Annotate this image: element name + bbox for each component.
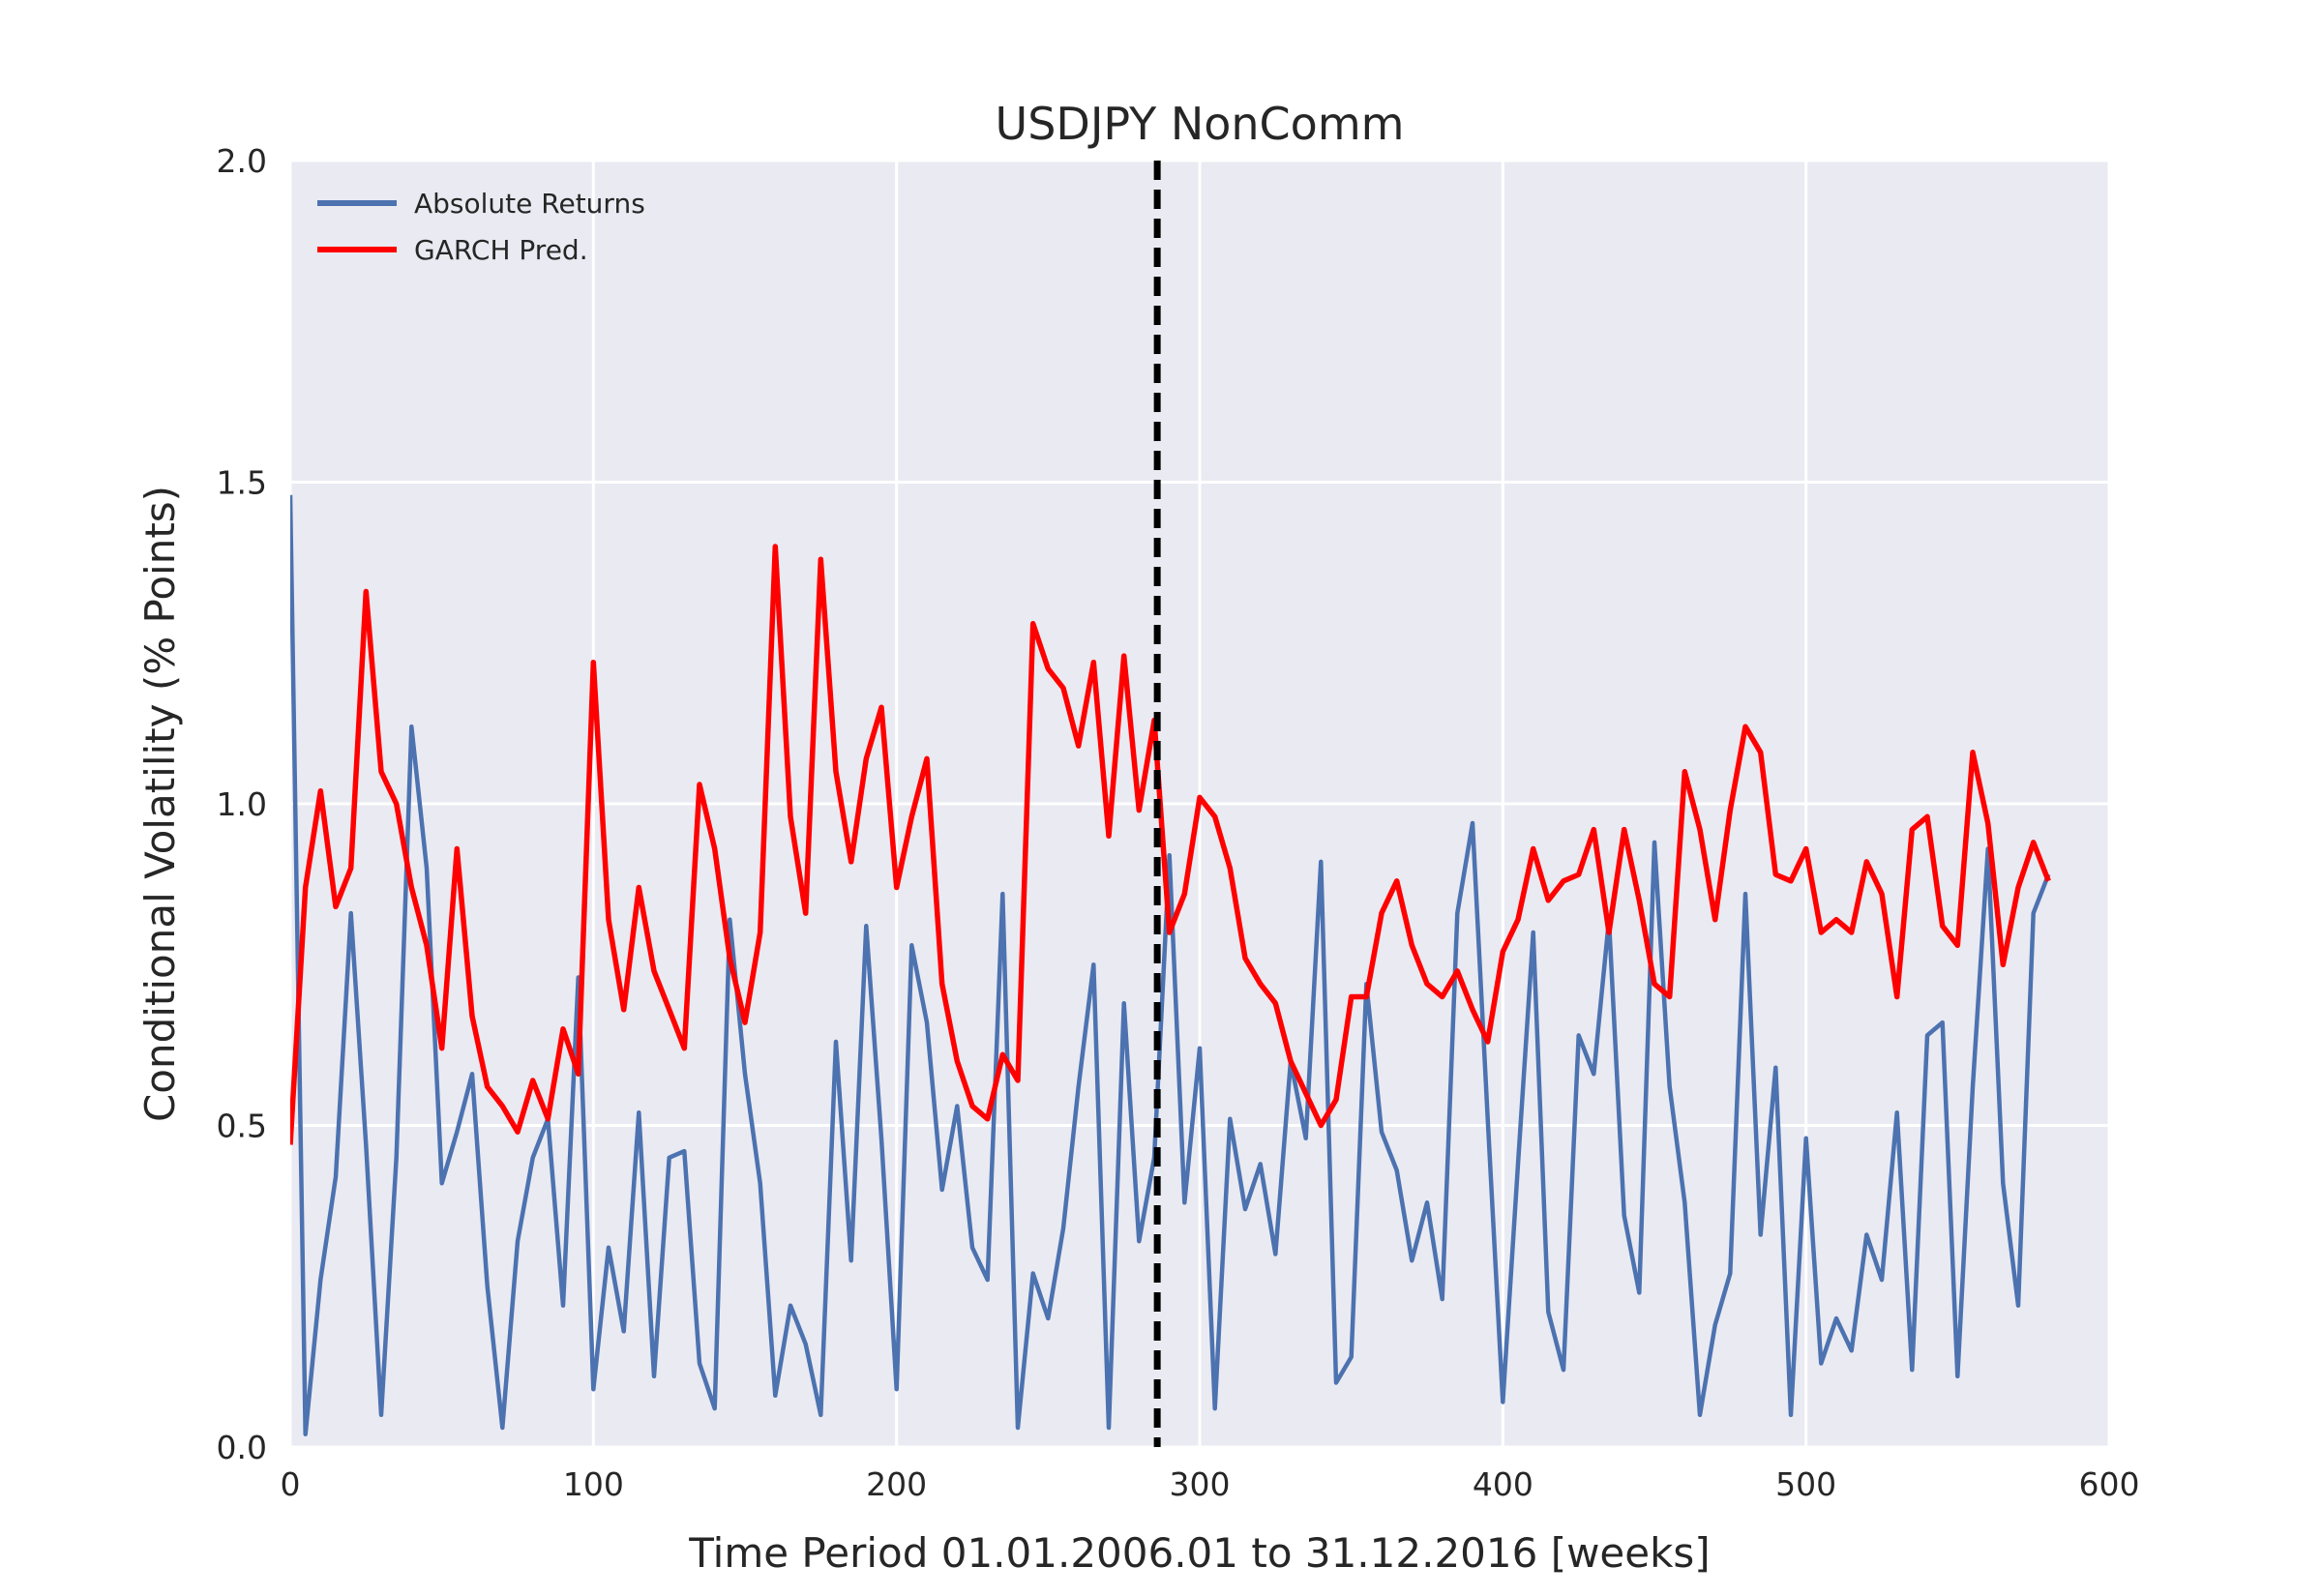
y-tick-label: 1.0	[217, 785, 267, 823]
x-tick-label: 600	[2079, 1465, 2140, 1503]
garch-pred-line	[290, 544, 2051, 1145]
chart-title: USDJPY NonComm	[996, 98, 1405, 150]
x-tick-label: 100	[563, 1465, 624, 1503]
y-tick-label: 0.0	[217, 1429, 267, 1466]
y-ticks: 0.0 0.5 1.0 1.5 2.0	[217, 142, 267, 1466]
x-tick-label: 200	[866, 1465, 927, 1503]
x-axis-label: Time Period 01.01.2006.01 to 31.12.2016 …	[688, 1529, 1710, 1577]
y-tick-label: 0.5	[217, 1108, 267, 1145]
legend-label-absolute-returns: Absolute Returns	[414, 188, 645, 220]
x-tick-label: 500	[1775, 1465, 1836, 1503]
absolute-returns-line	[290, 494, 2051, 1436]
series-layer	[290, 494, 2051, 1436]
y-axis-label: Conditional Volatility (% Points)	[136, 486, 184, 1122]
x-tick-label: 0	[281, 1465, 301, 1503]
x-tick-label: 400	[1473, 1465, 1533, 1503]
x-tick-label: 300	[1170, 1465, 1231, 1503]
y-tick-label: 1.5	[217, 464, 267, 502]
y-tick-label: 2.0	[217, 142, 267, 180]
x-ticks: 0 100 200 300 400 500 600	[281, 1465, 2140, 1503]
legend-label-garch-pred: GARCH Pred.	[414, 234, 588, 266]
legend: Absolute Returns GARCH Pred.	[317, 188, 645, 266]
